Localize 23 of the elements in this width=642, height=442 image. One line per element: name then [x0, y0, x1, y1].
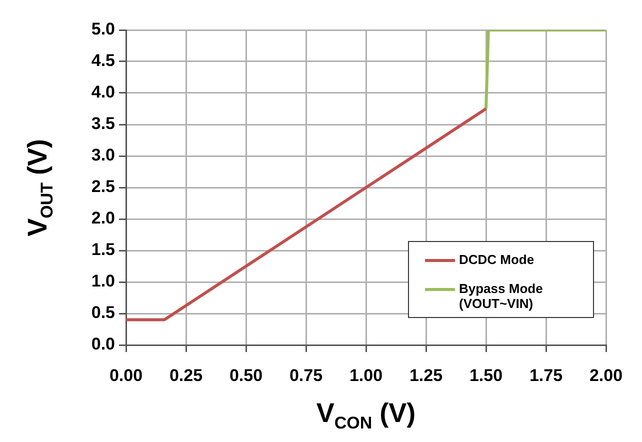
y-tick-label: 4.0	[91, 82, 115, 102]
x-axis-title: V$_{CON}$ (V)	[315, 398, 417, 434]
y-tick-label: 4.5	[91, 51, 115, 70]
x-tick-label: 0.25	[169, 366, 203, 385]
x-tick-label: 1.75	[529, 366, 563, 385]
x-tick-label: 0.75	[289, 366, 323, 385]
legend-label: Bypass Mode (VOUT~VIN)	[459, 281, 544, 311]
x-tick-label: 1.00	[349, 366, 383, 385]
x-tick-label: 1.50	[469, 366, 503, 385]
y-tick-label: 5.0	[91, 20, 115, 39]
y-tick-label: 0.0	[91, 334, 115, 354]
y-tick-label: 3.5	[91, 114, 115, 134]
y-tick-label: 2.0	[91, 208, 115, 228]
y-tick-label: 3.0	[91, 146, 115, 165]
x-tick-label: 2.00	[589, 366, 623, 385]
x-tick-label: 1.25	[409, 366, 443, 385]
y-tick-label: 1.0	[91, 272, 115, 291]
x-tick-label: 0.00	[109, 366, 143, 385]
legend-label: DCDC Mode	[459, 252, 534, 267]
y-tick-label: 0.5	[91, 303, 115, 322]
y-tick-label: 2.5	[91, 177, 115, 196]
y-tick-label: 1.5	[91, 240, 115, 260]
x-tick-label: 0.50	[229, 366, 263, 385]
